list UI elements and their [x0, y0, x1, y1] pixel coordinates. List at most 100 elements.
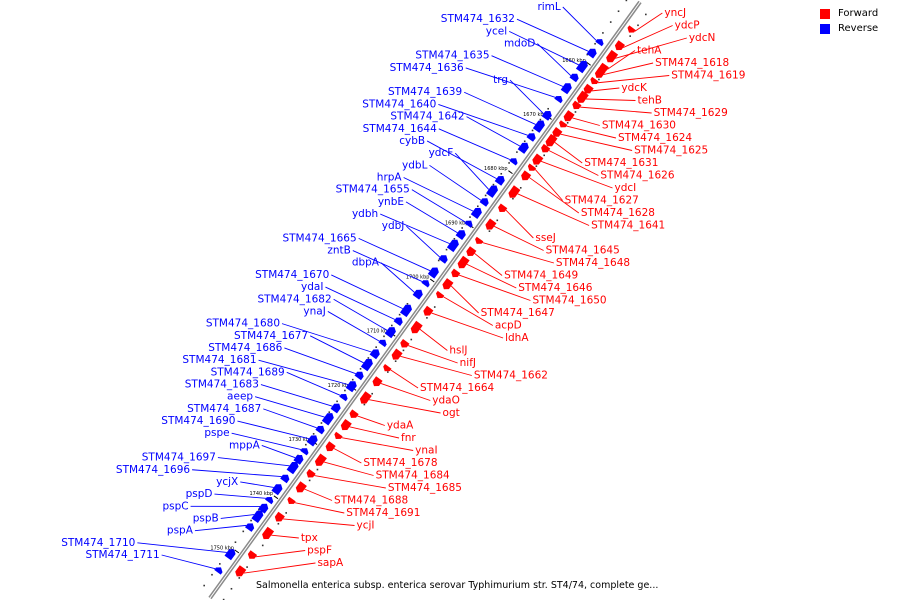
gene-label-STM474_1626[interactable]: STM474_1626 [600, 170, 674, 182]
gene-label-STM474_1650[interactable]: STM474_1650 [532, 295, 606, 307]
gene-label-ydcP[interactable]: ydcP [675, 20, 700, 32]
gene-label-ynaJ[interactable]: ynaJ [303, 305, 325, 317]
gene-label-STM474_1644[interactable]: STM474_1644 [363, 123, 437, 135]
gene-label-ydbL[interactable]: ydbL [402, 159, 428, 171]
gene-label-STM474_1683[interactable]: STM474_1683 [185, 379, 259, 391]
gene-feature-STM474_1682[interactable] [384, 327, 396, 339]
gene-feature-STM474_1689[interactable] [339, 394, 348, 402]
legend-item-reverse[interactable]: Reverse [820, 21, 900, 36]
gene-feature-nifJ[interactable] [400, 339, 410, 348]
gene-label-pspC[interactable]: pspC [162, 500, 188, 512]
gene-feature-STM474_1630[interactable] [563, 110, 575, 122]
gene-feature-pspF[interactable] [247, 550, 258, 559]
gene-feature-STM474_1655[interactable] [464, 220, 473, 228]
gene-feature-ydcI[interactable] [532, 153, 544, 165]
gene-label-fnr[interactable]: fnr [401, 432, 416, 444]
gene-label-STM474_1649[interactable]: STM474_1649 [504, 270, 578, 282]
gene-feature-yncJ[interactable] [627, 25, 636, 33]
gene-label-rimL[interactable]: rimL [537, 1, 560, 13]
gene-label-STM474_1664[interactable]: STM474_1664 [420, 382, 494, 394]
gene-label-STM474_1655[interactable]: STM474_1655 [336, 184, 410, 196]
gene-feature-pspB[interactable] [251, 510, 264, 523]
gene-feature-STM474_1641[interactable] [508, 185, 521, 198]
gene-feature-STM474_1645[interactable] [485, 218, 497, 230]
gene-label-STM474_1639[interactable]: STM474_1639 [388, 86, 462, 98]
gene-feature-STM474_1711[interactable] [214, 567, 223, 575]
gene-feature-STM474_1632[interactable] [586, 48, 597, 59]
gene-label-ogt[interactable]: ogt [443, 407, 460, 419]
gene-label-tehB[interactable]: tehB [638, 95, 662, 107]
gene-label-STM474_1619[interactable]: STM474_1619 [671, 70, 745, 82]
gene-feature-ynaI[interactable] [334, 431, 343, 439]
gene-feature-STM474_1619[interactable] [590, 76, 599, 85]
legend-item-forward[interactable]: Forward [820, 6, 900, 21]
gene-label-ydbJ[interactable]: ydbJ [382, 220, 405, 232]
gene-label-STM474_1710[interactable]: STM474_1710 [61, 537, 135, 549]
gene-feature-STM474_1680[interactable] [369, 349, 380, 360]
gene-label-mdoD[interactable]: mdoD [504, 38, 535, 50]
gene-label-STM474_1627[interactable]: STM474_1627 [565, 195, 639, 207]
gene-feature-ogt[interactable] [359, 391, 372, 404]
gene-feature-STM474_1684[interactable] [314, 453, 327, 466]
gene-label-STM474_1688[interactable]: STM474_1688 [334, 495, 408, 507]
gene-label-hslJ[interactable]: hslJ [449, 345, 467, 357]
gene-feature-STM474_1628[interactable] [521, 170, 532, 181]
gene-label-STM474_1618[interactable]: STM474_1618 [655, 57, 729, 69]
gene-label-ydaA[interactable]: ydaA [387, 420, 414, 432]
gene-feature-zntB[interactable] [421, 280, 430, 288]
gene-label-STM474_1665[interactable]: STM474_1665 [282, 232, 356, 244]
gene-label-STM474_1624[interactable]: STM474_1624 [618, 132, 692, 144]
gene-feature-STM474_1642[interactable] [517, 142, 529, 154]
gene-feature-sapA[interactable] [235, 565, 247, 577]
gene-label-STM474_1636[interactable]: STM474_1636 [390, 62, 464, 74]
gene-feature-ydaI[interactable] [393, 317, 403, 327]
gene-feature-STM474_1677[interactable] [360, 358, 373, 372]
gene-feature-pspC[interactable] [258, 503, 269, 514]
gene-feature-STM474_1627[interactable] [527, 163, 537, 171]
gene-feature-STM474_1687[interactable] [315, 425, 325, 435]
gene-feature-ydbJ[interactable] [438, 255, 448, 264]
gene-feature-acpD[interactable] [436, 290, 445, 299]
gene-feature-STM474_1639[interactable] [532, 120, 545, 133]
gene-label-STM474_1691[interactable]: STM474_1691 [346, 507, 420, 519]
gene-label-hrpA[interactable]: hrpA [377, 171, 403, 183]
gene-label-STM474_1686[interactable]: STM474_1686 [208, 342, 282, 354]
gene-label-tehA[interactable]: tehA [637, 45, 662, 57]
gene-label-nifJ[interactable]: nifJ [460, 357, 476, 369]
gene-label-ydcN[interactable]: ydcN [689, 32, 716, 44]
gene-label-ycjX[interactable]: ycjX [216, 476, 238, 488]
gene-label-trg[interactable]: trg [493, 74, 508, 86]
gene-feature-ydcN[interactable] [606, 49, 619, 63]
gene-feature-pspD[interactable] [265, 497, 274, 505]
gene-feature-STM474_1662[interactable] [391, 348, 403, 360]
gene-label-STM474_1680[interactable]: STM474_1680 [206, 318, 280, 330]
gene-feature-STM474_1710[interactable] [224, 549, 236, 561]
gene-label-ydaI[interactable]: ydaI [301, 281, 323, 293]
gene-label-pspA[interactable]: pspA [167, 525, 194, 537]
gene-label-ydaO[interactable]: ydaO [432, 395, 460, 407]
gene-feature-sseJ[interactable] [498, 203, 508, 213]
gene-feature-STM474_1636[interactable] [554, 96, 563, 104]
gene-label-mppA[interactable]: mppA [229, 439, 261, 451]
gene-label-STM474_1631[interactable]: STM474_1631 [584, 157, 658, 169]
gene-label-STM474_1711[interactable]: STM474_1711 [85, 549, 159, 561]
gene-label-STM474_1642[interactable]: STM474_1642 [390, 111, 464, 123]
gene-feature-STM474_1618[interactable] [594, 66, 606, 78]
gene-feature-ycjX[interactable] [271, 484, 283, 496]
gene-feature-STM474_1688[interactable] [295, 481, 307, 493]
gene-feature-STM474_1681[interactable] [345, 381, 357, 393]
gene-label-STM474_1697[interactable]: STM474_1697 [142, 452, 216, 464]
gene-label-STM474_1629[interactable]: STM474_1629 [654, 107, 728, 119]
gene-feature-ydbh[interactable] [446, 239, 459, 253]
gene-feature-STM474_1697[interactable] [286, 461, 299, 475]
gene-label-STM474_1648[interactable]: STM474_1648 [556, 257, 630, 269]
gene-label-ydcK[interactable]: ydcK [621, 82, 648, 94]
gene-feature-cybB[interactable] [494, 176, 505, 186]
gene-feature-STM474_1626[interactable] [541, 143, 551, 153]
gene-label-STM474_1628[interactable]: STM474_1628 [581, 207, 655, 219]
gene-feature-fnr[interactable] [340, 419, 352, 431]
gene-label-STM474_1696[interactable]: STM474_1696 [116, 464, 190, 476]
gene-label-pspB[interactable]: pspB [193, 512, 219, 524]
gene-label-STM474_1647[interactable]: STM474_1647 [481, 307, 555, 319]
gene-feature-STM474_1670[interactable] [400, 304, 412, 318]
